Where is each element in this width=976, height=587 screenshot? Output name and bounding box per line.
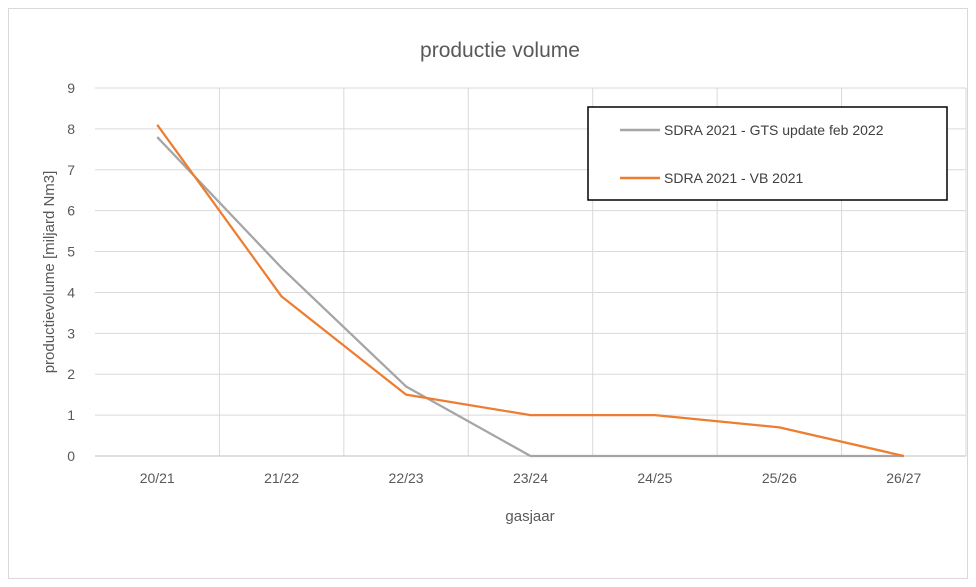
x-tick-label: 26/27 [886,470,921,486]
x-axis-ticks: 20/21 21/22 22/23 23/24 24/25 25/26 26/27 [140,470,922,486]
y-tick-label: 9 [67,80,75,96]
x-tick-label: 20/21 [140,470,175,486]
y-tick-label: 3 [67,325,75,341]
x-tick-label: 23/24 [513,470,548,486]
legend-entry: SDRA 2021 - GTS update feb 2022 [664,122,884,138]
y-tick-label: 4 [67,284,75,300]
legend-box [587,106,948,201]
x-axis-label: gasjaar [505,508,554,525]
y-tick-label: 7 [67,162,75,178]
chart-frame [8,8,968,579]
y-axis-label: productievolume [miljard Nm3] [41,171,58,374]
series-line-1 [156,136,904,458]
y-tick-label: 1 [67,407,75,423]
chart-title: productie volume [420,39,580,62]
legend: SDRA 2021 - GTS update feb 2022 SDRA 2021… [587,106,948,201]
x-tick-label: 21/22 [264,470,299,486]
series-lines [156,124,905,458]
y-tick-label: 0 [67,448,75,464]
y-tick-label: 2 [67,366,75,382]
y-tick-label: 8 [67,121,75,137]
x-tick-label: 24/25 [637,470,672,486]
y-tick-label: 6 [67,203,75,219]
x-tick-label: 25/26 [762,470,797,486]
y-axis-ticks: 0 1 2 3 4 5 6 7 8 9 [67,80,75,464]
y-tick-label: 5 [67,244,75,260]
legend-entry: SDRA 2021 - VB 2021 [664,170,804,186]
x-tick-label: 22/23 [389,470,424,486]
series-line-2 [156,124,905,458]
